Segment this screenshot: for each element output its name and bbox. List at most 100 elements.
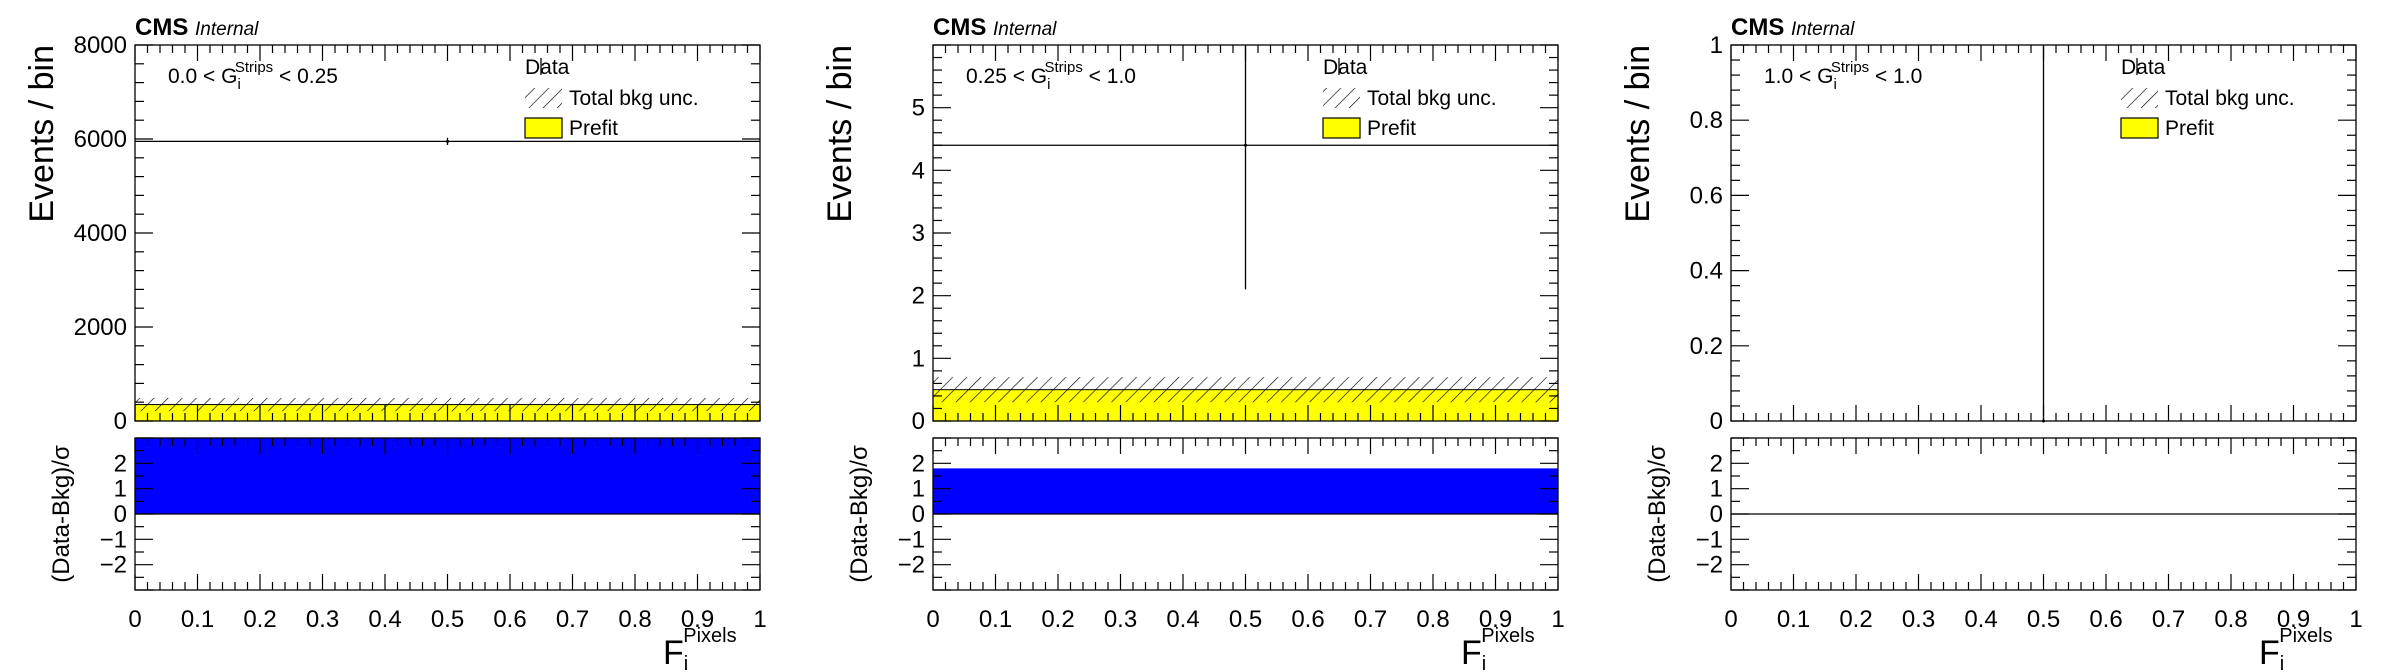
pull-tick-label: 1 [1710,476,1723,503]
x-tick-label: 0.6 [493,606,526,633]
x-tick-label: 0 [926,606,939,633]
x-tick-label: 0.3 [306,606,339,633]
region-sub: i [237,76,240,93]
x-axis-title: Fi Pixels [1461,625,1535,672]
x-tick-label: 0.3 [1902,606,1935,633]
legend-prefit-label: Prefit [1367,117,1416,140]
legend-prefit-swatch [1322,117,1361,139]
x-axis-sup: Pixels [2279,625,2332,647]
y-tick-label: 2 [912,283,925,310]
y-tick-label: 2000 [74,314,127,341]
y-tick-label: 1 [912,345,925,372]
unc-band [933,377,1558,403]
cms-experiment: CMS [135,14,188,41]
y-tick-label: 5 [912,95,925,122]
x-tick-label: 0.4 [1166,606,1199,633]
legend-unc-swatch [2121,88,2158,108]
ratio-axis-title: (Data-Bkg)/σ [48,445,75,583]
y-tick-label: 0.4 [1690,258,1723,285]
legend-unc-label: Total bkg unc. [2165,87,2295,110]
x-tick-label: 0.5 [1229,606,1262,633]
region-pre: 0.25 < G [966,65,1047,88]
region-sub: i [1047,76,1050,93]
x-axis-title: Fi Pixels [663,625,737,672]
x-tick-label: 0.2 [1041,606,1074,633]
pull-tick-label: −2 [1696,552,1723,579]
ratio-axis-title: (Data-Bkg)/σ [1644,445,1671,583]
cms-experiment: CMS [1731,14,1784,41]
y-tick-label: 0 [114,408,127,435]
legend-prefit-swatch [2120,117,2159,139]
legend-data-label: Data [525,56,570,79]
pull-tick-label: −2 [100,552,127,579]
cms-label: CMS Internal [933,14,1057,41]
pull-tick-label: 2 [912,450,925,477]
x-tick-label: 1 [2349,606,2362,633]
legend-prefit-label: Prefit [569,117,618,140]
region-label: 0.0 < GiStrips < 0.25 [168,59,338,93]
region-post: < 1.0 [1083,65,1136,88]
cms-experiment: CMS [933,14,986,41]
x-tick-label: 0.7 [1354,606,1387,633]
x-tick-label: 0.2 [243,606,276,633]
cms-status: Internal [1791,19,1855,40]
y-tick-label: 0.2 [1690,333,1723,360]
region-sup: Strips [1044,59,1082,76]
unc-band [135,397,760,412]
x-tick-label: 0.1 [979,606,1012,633]
y-tick-label: 0.8 [1690,107,1723,134]
x-axis-main: F [663,634,684,672]
legend-unc-swatch [525,88,562,108]
x-tick-label: 0.6 [1291,606,1324,633]
pull-tick-label: −1 [1696,526,1723,553]
region-pre: 1.0 < G [1764,65,1833,88]
x-axis-sup: Pixels [683,625,736,647]
y-tick-label: 3 [912,220,925,247]
x-tick-label: 0.6 [2089,606,2122,633]
x-tick-label: 0 [128,606,141,633]
x-axis-main: F [2259,634,2280,672]
legend-data-label: Data [2121,56,2166,79]
x-tick-label: 0.9 [1479,606,1512,633]
x-tick-label: 0.4 [1964,606,1997,633]
legend-prefit-swatch [524,117,563,139]
pull-tick-label: 0 [114,501,127,528]
x-tick-label: 0.7 [556,606,589,633]
cms-status: Internal [993,19,1057,40]
region-post: < 1.0 [1869,65,1922,88]
region-pre: 0.0 < G [168,65,237,88]
data-point [446,139,449,143]
y-tick-label: 0 [1710,408,1723,435]
y-axis-title: Events / bin [1619,45,1657,223]
x-tick-label: 0.3 [1104,606,1137,633]
x-tick-label: 0.1 [1777,606,1810,633]
y-tick-label: 4 [912,157,925,184]
y-tick-label: 0 [912,408,925,435]
pull-tick-label: 2 [114,450,127,477]
ratio-axis-title: (Data-Bkg)/σ [846,445,873,583]
x-tick-label: 0 [1724,606,1737,633]
pull-tick-label: 2 [1710,450,1723,477]
x-tick-label: 0.7 [2152,606,2185,633]
x-tick-label: 0.5 [2027,606,2060,633]
y-axis-title: Events / bin [23,45,61,223]
region-label: 1.0 < GiStrips < 1.0 [1764,59,1922,93]
cms-status: Internal [195,19,259,40]
pull-tick-label: −1 [898,526,925,553]
x-tick-label: 0.5 [431,606,464,633]
legend-data-label: Data [1323,56,1368,79]
pull-bar [933,468,1558,514]
region-post: < 0.25 [273,65,338,88]
x-tick-label: 0.4 [368,606,401,633]
legend-prefit-label: Prefit [2165,117,2214,140]
x-tick-label: 0.8 [1416,606,1449,633]
region-sup: Strips [1831,59,1869,76]
region-sub: i [1833,76,1836,93]
y-tick-label: 0.6 [1690,182,1723,209]
panel-3: 0 0.2 0.4 0.6 0.8 1 CMS Internal 1.0 < GiStrips… [1619,14,2363,672]
x-tick-label: 0.2 [1839,606,1872,633]
x-tick-label: 0.8 [2214,606,2247,633]
x-tick-label: 1 [1551,606,1564,633]
